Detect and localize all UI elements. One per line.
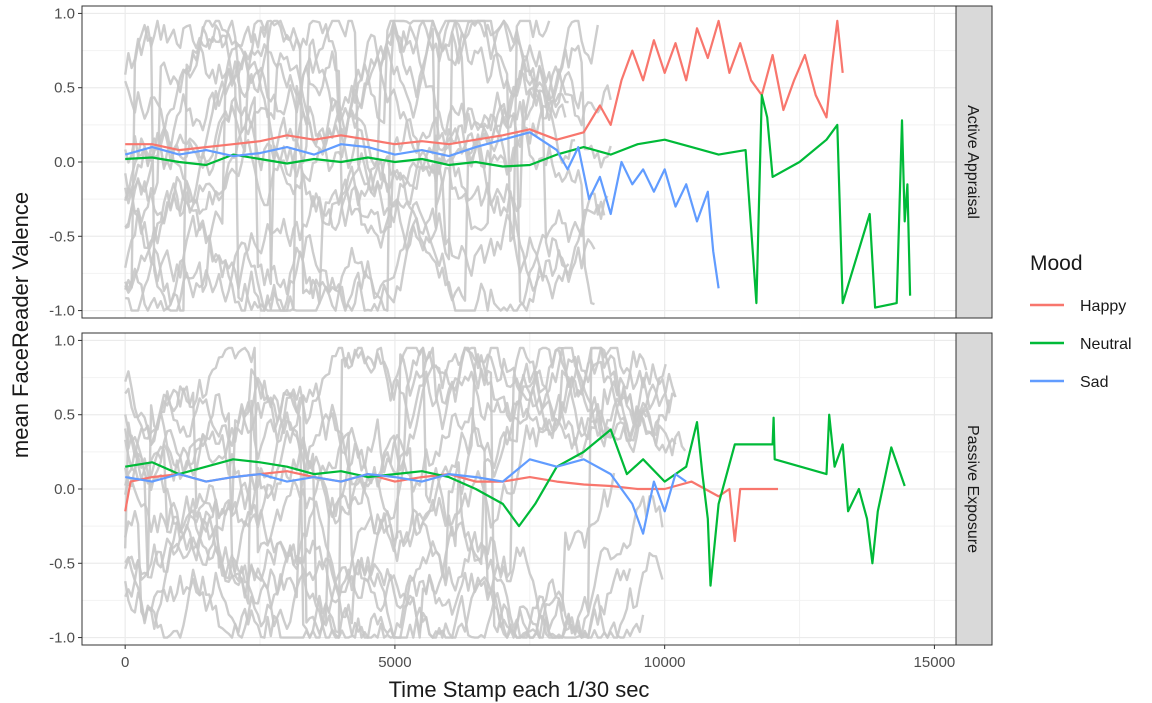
x-tick-label: 10000 bbox=[644, 654, 686, 671]
panel-top: Active Appraisal bbox=[81, 5, 993, 319]
x-axis-title: Time Stamp each 1/30 sec bbox=[389, 677, 650, 702]
y-tick-label: -1.0 bbox=[49, 303, 75, 320]
background-trace bbox=[124, 431, 645, 639]
legend-label-happy: Happy bbox=[1080, 298, 1126, 315]
y-tick-label: 1.0 bbox=[54, 332, 75, 349]
legend-entries: Happy Neutral Sad bbox=[1030, 298, 1132, 391]
y-tick-label: -1.0 bbox=[49, 630, 75, 647]
legend-label-sad: Sad bbox=[1080, 374, 1108, 391]
y-tick-label: -0.5 bbox=[49, 555, 75, 572]
x-tick-label: 15000 bbox=[914, 654, 956, 671]
background-trace bbox=[124, 346, 677, 598]
y-tick-label: 0.5 bbox=[54, 80, 75, 97]
panel-top-strip bbox=[955, 5, 993, 319]
background-trace bbox=[124, 26, 576, 312]
background-trace bbox=[124, 43, 567, 283]
background-trace bbox=[124, 466, 664, 639]
y-tick-label: 0.0 bbox=[54, 154, 75, 171]
panel-bottom-strip-label: Passive Exposure bbox=[964, 425, 981, 553]
series-line-neutral-top bbox=[125, 93, 912, 309]
y-tick-label: 0.0 bbox=[54, 481, 75, 498]
background-trace bbox=[124, 346, 677, 529]
background-trace bbox=[124, 19, 612, 196]
background-trace bbox=[124, 19, 551, 287]
panel-bottom-series bbox=[124, 413, 906, 587]
series-line-sad-top bbox=[124, 131, 720, 289]
y-axis-title: mean FaceReader Valence bbox=[8, 192, 33, 458]
series-line-sad-bottom bbox=[125, 458, 687, 535]
background-trace bbox=[124, 117, 609, 300]
legend-title: Mood bbox=[1030, 252, 1083, 275]
panel-top-background-points bbox=[124, 19, 612, 312]
x-tick-label: 0 bbox=[121, 654, 129, 671]
series-line-neutral-bottom bbox=[125, 413, 906, 587]
series-line-happy-top bbox=[125, 19, 844, 152]
x-tick-label: 5000 bbox=[378, 654, 411, 671]
panel-bottom-strip bbox=[955, 332, 993, 646]
y-tick-label: 1.0 bbox=[54, 5, 75, 22]
x-axis-ticks: 0 5000 10000 15000 bbox=[121, 645, 955, 671]
y-tick-label: 0.5 bbox=[54, 407, 75, 424]
legend: Mood Happy Neutral Sad bbox=[1030, 252, 1132, 391]
y-tick-label: -0.5 bbox=[49, 228, 75, 245]
y-axis-ticks: -1.0 -0.5 0.0 0.5 1.0 -1.0 -0.5 0.0 0.5 1.0 bbox=[49, 5, 82, 647]
background-trace bbox=[124, 33, 570, 269]
legend-label-neutral: Neutral bbox=[1080, 336, 1132, 353]
background-trace bbox=[124, 19, 583, 200]
panel-bottom: Passive Exposure bbox=[81, 332, 993, 646]
background-trace bbox=[124, 346, 661, 542]
panel-top-series bbox=[124, 19, 912, 309]
panel-bottom-background-points bbox=[124, 346, 687, 639]
panel-top-strip-label: Active Appraisal bbox=[964, 105, 981, 219]
